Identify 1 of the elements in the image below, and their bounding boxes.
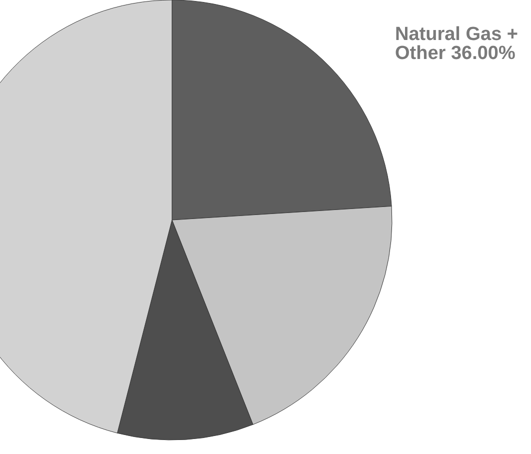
text: Natural Gas + Other 36.00%: [395, 24, 518, 64]
